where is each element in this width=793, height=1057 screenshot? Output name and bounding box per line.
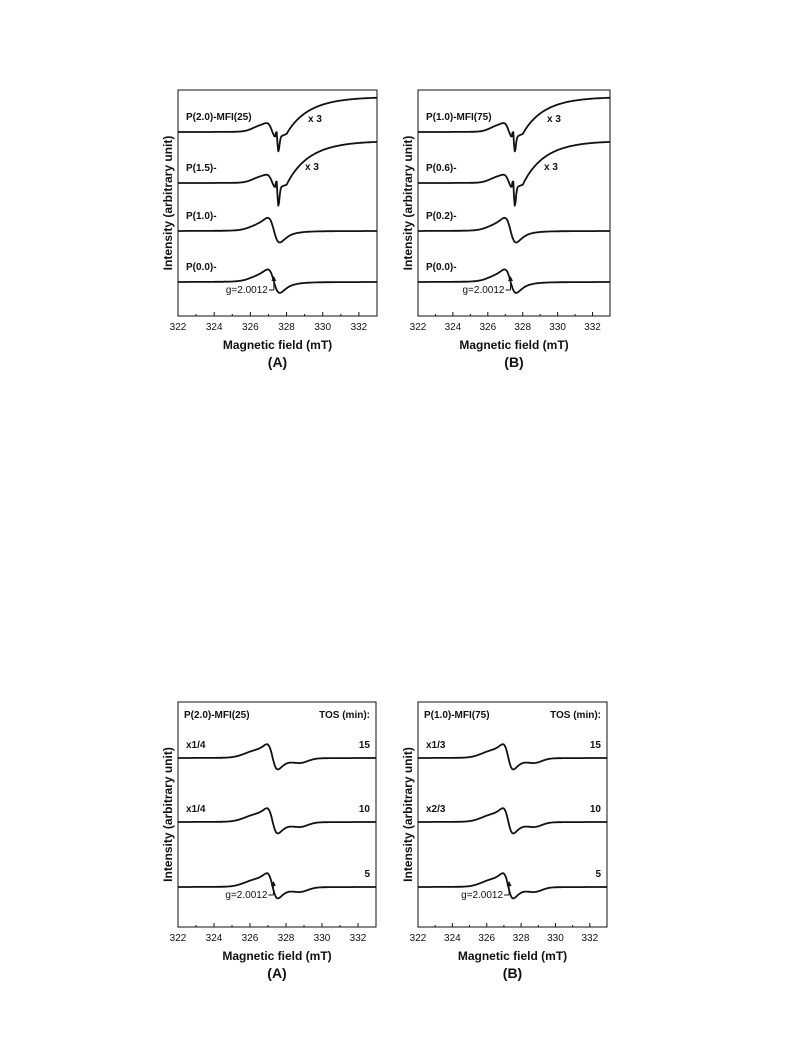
- series-line: [417, 141, 611, 207]
- series-label: P(1.5)-: [186, 163, 217, 174]
- x-tick-label: 322: [170, 322, 187, 333]
- x-tick-label: 328: [513, 933, 530, 944]
- x-tick-label: 328: [278, 322, 295, 333]
- arrowhead-icon: [271, 276, 277, 281]
- x-tick-label: 328: [514, 322, 531, 333]
- series-label: 5: [364, 869, 370, 880]
- series-line: [177, 743, 377, 771]
- sample-label: P(2.0)-MFI(25): [184, 710, 250, 721]
- series-line: [177, 141, 378, 207]
- plot-frame: [177, 701, 377, 928]
- scale-factor-label: x 3: [544, 162, 558, 173]
- series-label: 10: [590, 804, 602, 815]
- plot-frame: [417, 701, 608, 928]
- series-label: P(1.0)-MFI(75): [426, 112, 492, 123]
- x-tick-label: 324: [206, 933, 223, 944]
- scale-factor-label: x 3: [305, 162, 319, 173]
- x-tick-label: 324: [445, 322, 462, 333]
- x-tick-label: 330: [549, 322, 566, 333]
- g-value-annotation: g=2.0012: [461, 890, 503, 901]
- x-tick-label: 326: [242, 322, 259, 333]
- series-label: 15: [359, 740, 371, 751]
- g-value-annotation: g=2.0012: [463, 285, 505, 296]
- x-tick-label: 324: [444, 933, 461, 944]
- series-line: [417, 807, 608, 835]
- panel-3: 322 324 326 328 330 332 Magnetic field (mT) Int…: [161, 701, 377, 981]
- scale-factor-label: x 3: [547, 114, 561, 125]
- g-value-annotation: g=2.0012: [226, 285, 268, 296]
- x-tick-label: 328: [278, 933, 295, 944]
- arrowhead-icon: [508, 276, 514, 281]
- series-label: P(2.0)-MFI(25): [186, 112, 252, 123]
- scale-factor-label: x1/3: [426, 740, 446, 751]
- y-axis-title: Intensity (arbitrary unit): [401, 747, 415, 882]
- plot-frame: [417, 89, 611, 317]
- x-axis-title: Magnetic field (mT): [222, 949, 331, 963]
- panel-label: (A): [267, 965, 286, 981]
- series-line: [177, 872, 377, 900]
- panel-2: 322 324 326 328 330 332 Magnetic field (mT) Int…: [401, 89, 611, 370]
- panel-label: (B): [503, 965, 522, 981]
- x-tick-label: 332: [584, 322, 601, 333]
- scale-factor-label: x 3: [308, 114, 322, 125]
- x-tick-label: 332: [350, 933, 367, 944]
- x-axis-title: Magnetic field (mT): [459, 338, 568, 352]
- scale-factor-label: x1/4: [186, 740, 206, 751]
- panel-1: 322 324 326 328 330 332 Magnetic field (mT) Int…: [161, 89, 378, 370]
- x-tick-label: 330: [314, 933, 331, 944]
- y-axis-title: Intensity (arbitrary unit): [161, 747, 175, 882]
- x-tick-label: 322: [410, 322, 427, 333]
- x-tick-label: 332: [581, 933, 598, 944]
- tos-label: TOS (min):: [319, 710, 370, 721]
- series-label: 10: [359, 804, 371, 815]
- panel-label: (B): [504, 354, 523, 370]
- x-tick-label: 326: [242, 933, 259, 944]
- series-line: [417, 216, 611, 244]
- x-tick-label: 330: [314, 322, 331, 333]
- x-tick-label: 326: [479, 322, 496, 333]
- series-label: P(0.0)-: [426, 262, 457, 273]
- series-line: [177, 807, 377, 835]
- series-line: [417, 743, 608, 771]
- series-line: [177, 96, 378, 153]
- panel-label: (A): [268, 354, 287, 370]
- y-axis-title: Intensity (arbitrary unit): [161, 136, 175, 271]
- x-tick-label: 326: [478, 933, 495, 944]
- sample-label: P(1.0)-MFI(75): [424, 710, 490, 721]
- arrowhead-icon: [270, 881, 276, 886]
- x-axis-title: Magnetic field (mT): [223, 338, 332, 352]
- series-line: [417, 268, 611, 294]
- y-axis-title: Intensity (arbitrary unit): [401, 136, 415, 271]
- series-label: 15: [590, 740, 602, 751]
- arrowhead-icon: [506, 881, 512, 886]
- series-line: [417, 96, 611, 153]
- series-line: [177, 268, 378, 294]
- x-tick-label: 332: [351, 322, 368, 333]
- x-tick-label: 324: [206, 322, 223, 333]
- g-value-annotation: g=2.0012: [225, 890, 267, 901]
- x-tick-label: 330: [547, 933, 564, 944]
- series-line: [417, 872, 608, 900]
- tos-label: TOS (min):: [550, 710, 601, 721]
- series-label: P(1.0)-: [186, 211, 217, 222]
- series-label: P(0.0)-: [186, 262, 217, 273]
- x-axis-title: Magnetic field (mT): [458, 949, 567, 963]
- x-tick-label: 322: [170, 933, 187, 944]
- x-tick-label: 322: [410, 933, 427, 944]
- panel-4: 322 324 326 328 330 332 Magnetic field (mT) Int…: [401, 701, 608, 981]
- series-line: [177, 216, 378, 244]
- scale-factor-label: x1/4: [186, 804, 206, 815]
- scale-factor-label: x2/3: [426, 804, 446, 815]
- series-label: 5: [595, 869, 601, 880]
- series-label: P(0.2)-: [426, 211, 457, 222]
- plot-frame: [177, 89, 378, 317]
- series-label: P(0.6)-: [426, 163, 457, 174]
